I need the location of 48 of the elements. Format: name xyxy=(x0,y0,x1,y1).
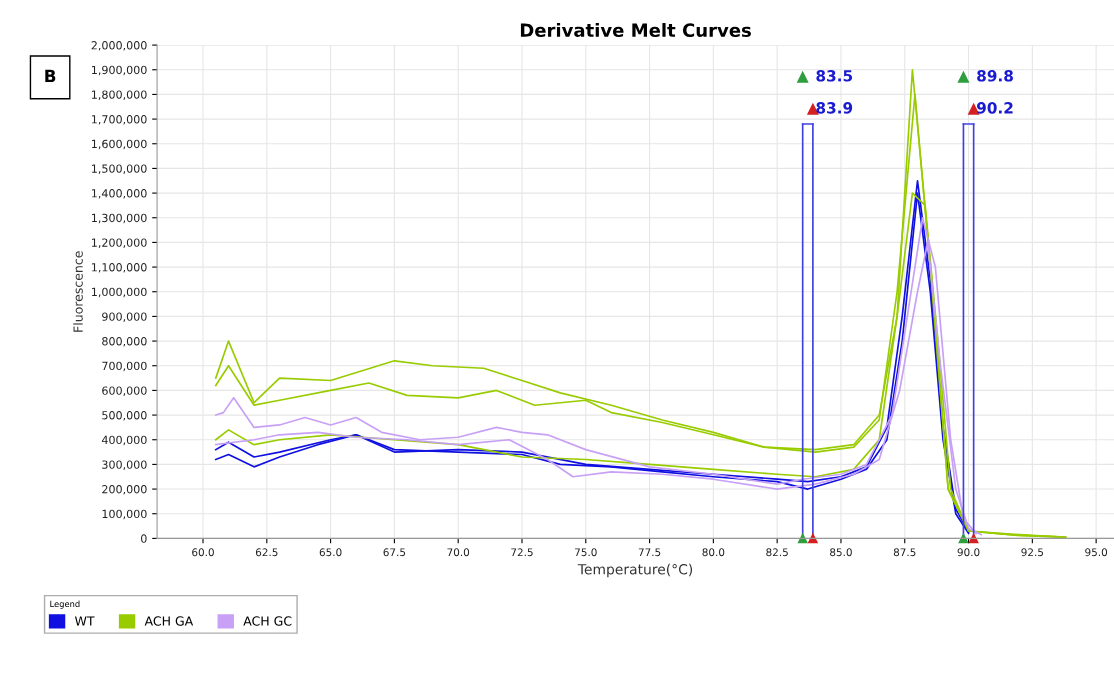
y-tick-label: 700,000 xyxy=(102,361,147,372)
ref-line-label: 83.9 xyxy=(816,102,853,114)
y-tick-label: 600,000 xyxy=(102,386,147,396)
text: B xyxy=(45,69,56,82)
y-tick-label: 800,000 xyxy=(102,337,147,347)
x-tick-label: 85.0 xyxy=(830,548,852,557)
x-tick-label: 77.5 xyxy=(638,548,661,557)
x-tick-label: 82.5 xyxy=(766,548,788,557)
y-tick-label: 1,500,000 xyxy=(92,164,147,174)
x-axis-title: Temperature(°C) xyxy=(577,563,693,578)
y-tick-label: 400,000 xyxy=(101,435,147,446)
x-tick-label: 65.0 xyxy=(319,548,342,557)
ref-line-label: 89.8 xyxy=(977,70,1013,82)
y-tick-label: 2,000,000 xyxy=(91,41,147,51)
x-tick-label: 70.0 xyxy=(447,548,470,557)
y-tick-label: 1,200,000 xyxy=(92,238,147,248)
y-tick-label: 1,100,000 xyxy=(92,263,147,273)
x-tick-label: 90.0 xyxy=(957,548,980,557)
y-tick-label: 1,000,000 xyxy=(92,287,147,298)
y-tick-label: 900,000 xyxy=(102,312,147,322)
y-tick-label: 1,800,000 xyxy=(92,90,147,100)
y-tick-label: 100,000 xyxy=(102,509,147,520)
ref-line-label: 83.5 xyxy=(816,70,853,82)
x-tick-label: 95.0 xyxy=(1085,548,1108,557)
y-tick-label: 200,000 xyxy=(102,485,147,495)
x-tick-label: 67.5 xyxy=(383,548,406,557)
chart-title: Derivative Melt Curves xyxy=(520,23,751,38)
x-tick-label: 87.5 xyxy=(893,548,916,557)
x-tick-label: 60.0 xyxy=(192,548,214,557)
y-tick-label: 300,000 xyxy=(102,460,147,470)
legend-title: Legend xyxy=(50,600,80,609)
x-tick-label: 92.5 xyxy=(1021,548,1044,557)
y-tick-label: 1,300,000 xyxy=(92,213,147,224)
legend-label: ACH GC xyxy=(243,616,292,626)
ref-line-label: 90.2 xyxy=(976,102,1013,114)
legend-label: ACH GA xyxy=(144,616,194,626)
y-tick-label: 0 xyxy=(141,534,147,543)
y-tick-label: 500,000 xyxy=(102,411,147,421)
x-tick-label: 80.0 xyxy=(702,548,725,557)
y-tick-label: 1,900,000 xyxy=(92,65,147,76)
y-axis-title: Fluorescence xyxy=(73,251,83,332)
y-tick-label: 1,700,000 xyxy=(92,115,147,125)
x-tick-label: 75.0 xyxy=(575,548,597,557)
y-tick-label: 1,400,000 xyxy=(92,189,147,199)
x-tick-label: 62.5 xyxy=(255,548,278,557)
legend-label: WT xyxy=(74,616,95,626)
x-tick-label: 72.5 xyxy=(511,548,533,557)
y-tick-label: 1,600,000 xyxy=(92,139,147,150)
